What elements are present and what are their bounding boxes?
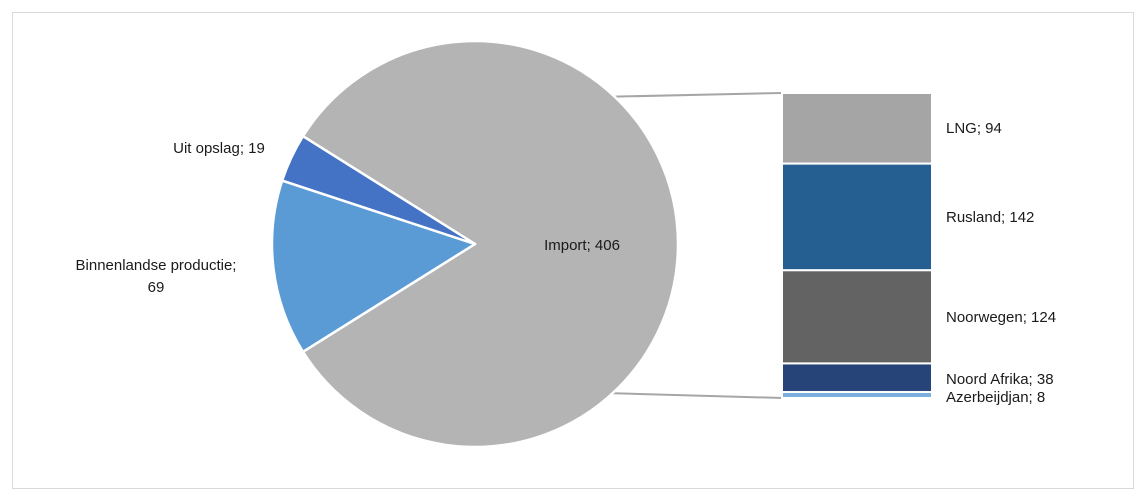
- bar-segment-noorwegen: [781, 269, 933, 365]
- slice-label-import: Import; 406: [544, 237, 620, 254]
- bar-segment-lng: [781, 92, 933, 165]
- slice-label-binnenlandse-productie-line2: 69: [148, 279, 165, 296]
- pie-slice-import: [301, 39, 680, 449]
- pie-slice-binnenlandse-productie: [270, 179, 477, 354]
- bar-segment-noord-afrika: [781, 362, 933, 393]
- segment-label-rusland: Rusland; 142: [946, 209, 1034, 226]
- slice-label-uit-opslag: Uit opslag; 19: [173, 140, 265, 157]
- bar-segment-azerbeijdjan: [781, 390, 933, 399]
- segment-label-noord-afrika: Noord Afrika; 38: [946, 371, 1054, 388]
- slice-label-binnenlandse-productie-line1: Binnenlandse productie;: [76, 257, 237, 274]
- segment-label-lng: LNG; 94: [946, 120, 1002, 137]
- pie-slice-uit-opslag: [280, 134, 477, 246]
- segment-label-azerbeijdjan: Azerbeijdjan; 8: [946, 389, 1045, 406]
- segment-label-noorwegen: Noorwegen; 124: [946, 309, 1056, 326]
- bar-segment-rusland: [781, 162, 933, 272]
